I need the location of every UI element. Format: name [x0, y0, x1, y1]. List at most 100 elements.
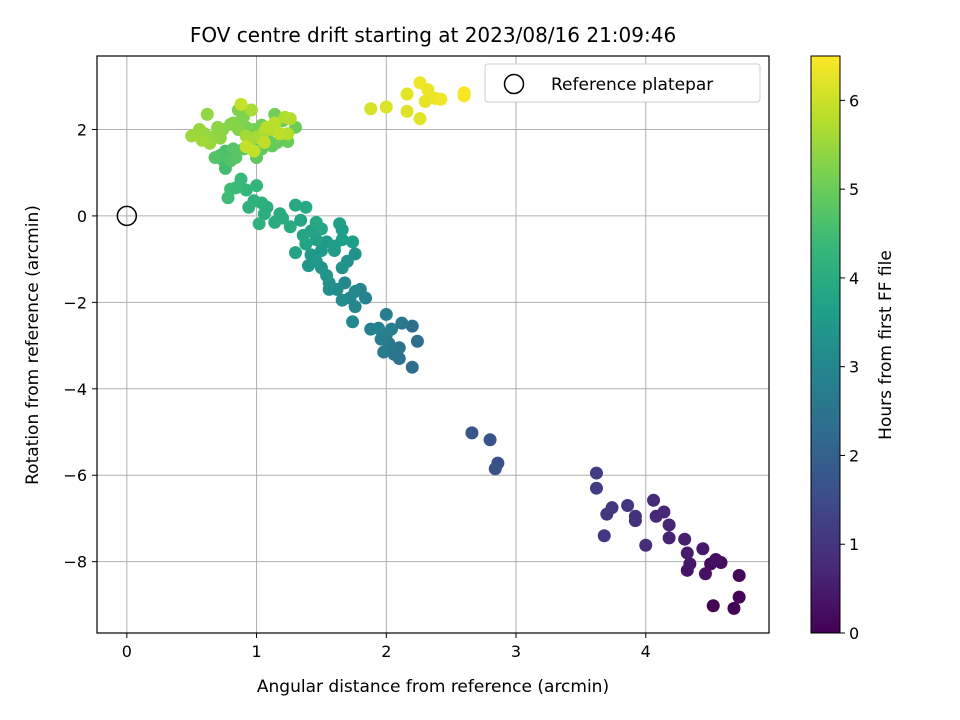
scatter-point: [457, 86, 471, 100]
scatter-points: [116, 76, 746, 615]
y-tick-label: −2: [63, 293, 87, 312]
scatter-point: [333, 217, 347, 231]
scatter-point: [348, 285, 362, 299]
scatter-point: [239, 183, 253, 197]
scatter-point: [364, 102, 378, 116]
scatter-point: [288, 198, 302, 212]
scatter-point: [483, 433, 497, 447]
scatter-point: [589, 481, 603, 495]
scatter-point: [413, 112, 427, 126]
scatter-point: [387, 347, 401, 361]
scatter-point: [732, 569, 746, 583]
scatter-point: [221, 191, 235, 205]
scatter-point: [327, 243, 341, 257]
scatter-point: [346, 235, 360, 249]
scatter-point: [348, 247, 362, 261]
scatter-point: [283, 112, 297, 126]
y-tick-label: −4: [63, 380, 87, 399]
scatter-point: [296, 228, 310, 242]
legend-marker: [503, 73, 525, 95]
scatter-point: [346, 315, 360, 329]
scatter-point: [727, 601, 741, 615]
x-tick-label: 4: [641, 642, 651, 661]
x-tick-label: 2: [381, 642, 391, 661]
scatter-point: [211, 120, 225, 134]
scatter-point: [732, 590, 746, 604]
scatter-point: [208, 151, 222, 165]
scatter-point: [242, 200, 256, 214]
colorbar-tick-label: 2: [849, 446, 859, 465]
plot-frame: [96, 55, 770, 634]
scatter-point: [400, 87, 414, 101]
scatter-point: [662, 518, 676, 532]
scatter-point: [257, 207, 271, 221]
y-tick-label: 0: [77, 207, 87, 226]
x-tick-label: 1: [251, 642, 261, 661]
y-axis-label: Rotation from reference (arcmin): [23, 205, 43, 485]
scatter-point: [294, 213, 308, 227]
scatter-point: [273, 127, 287, 141]
scatter-point: [288, 246, 302, 260]
scatter-point: [374, 332, 388, 346]
scatter-point: [639, 538, 653, 552]
scatter-point: [384, 322, 398, 336]
colorbar-gradient: [810, 55, 841, 634]
reference-marker: [116, 205, 138, 227]
scatter-point: [309, 215, 323, 229]
x-axis-label: Angular distance from reference (arcmin): [257, 677, 609, 697]
scatter-point: [200, 107, 214, 121]
scatter-point: [301, 259, 315, 273]
scatter-point: [597, 529, 611, 543]
colorbar-label: Hours from first FF file: [876, 250, 896, 440]
scatter-point: [628, 509, 642, 523]
scatter-point: [600, 507, 614, 521]
scatter-point: [680, 546, 694, 560]
scatter-point: [698, 567, 712, 581]
scatter-point: [250, 179, 264, 193]
scatter-point: [488, 462, 502, 476]
scatter-point: [395, 316, 409, 330]
legend-box: [484, 63, 761, 103]
colorbar: 0 1 2 3 4 5 6 Hours from first FF file: [810, 55, 896, 643]
colorbar-tick-label: 5: [849, 180, 859, 199]
scatter-point: [268, 215, 282, 229]
colorbar-tick-label: 0: [849, 624, 859, 643]
axes: 0 1 2 3 4 −8 −6 −4 −2 0 2: [63, 55, 770, 661]
colorbar-tick-label: 6: [849, 91, 859, 110]
y-tick-label: −6: [63, 466, 87, 485]
scatter-point: [621, 498, 635, 512]
scatter-point: [405, 319, 419, 333]
scatter-point: [649, 509, 663, 523]
scatter-point: [252, 217, 266, 231]
scatter-point: [304, 248, 318, 262]
scatter-point: [706, 599, 720, 613]
scatter-point: [413, 76, 427, 90]
scatter-point: [364, 322, 378, 336]
scatter-point: [268, 116, 282, 130]
scatter-point: [678, 532, 692, 546]
colorbar-tick-label: 4: [849, 269, 859, 288]
chart-title: FOV centre drift starting at 2023/08/16 …: [190, 23, 676, 47]
y-tick-label: 2: [77, 120, 87, 139]
scatter-point: [709, 553, 723, 567]
scatter-point: [229, 151, 243, 165]
scatter-point: [400, 104, 414, 118]
scatter-point: [377, 345, 391, 359]
scatter-point: [647, 493, 661, 507]
scatter-point: [696, 542, 710, 556]
scatter-point: [434, 92, 448, 106]
scatter-point: [683, 557, 697, 571]
scatter-point: [257, 135, 271, 149]
scatter-point: [299, 200, 313, 214]
scatter-point: [239, 140, 253, 154]
scatter-point: [379, 307, 393, 321]
scatter-point: [335, 233, 349, 247]
scatter-point: [283, 220, 297, 234]
colorbar-tick-label: 3: [849, 358, 859, 377]
x-tick-label: 0: [122, 642, 132, 661]
scatter-point: [589, 466, 603, 480]
scatter-point: [465, 426, 479, 440]
scatter-point: [195, 133, 209, 147]
